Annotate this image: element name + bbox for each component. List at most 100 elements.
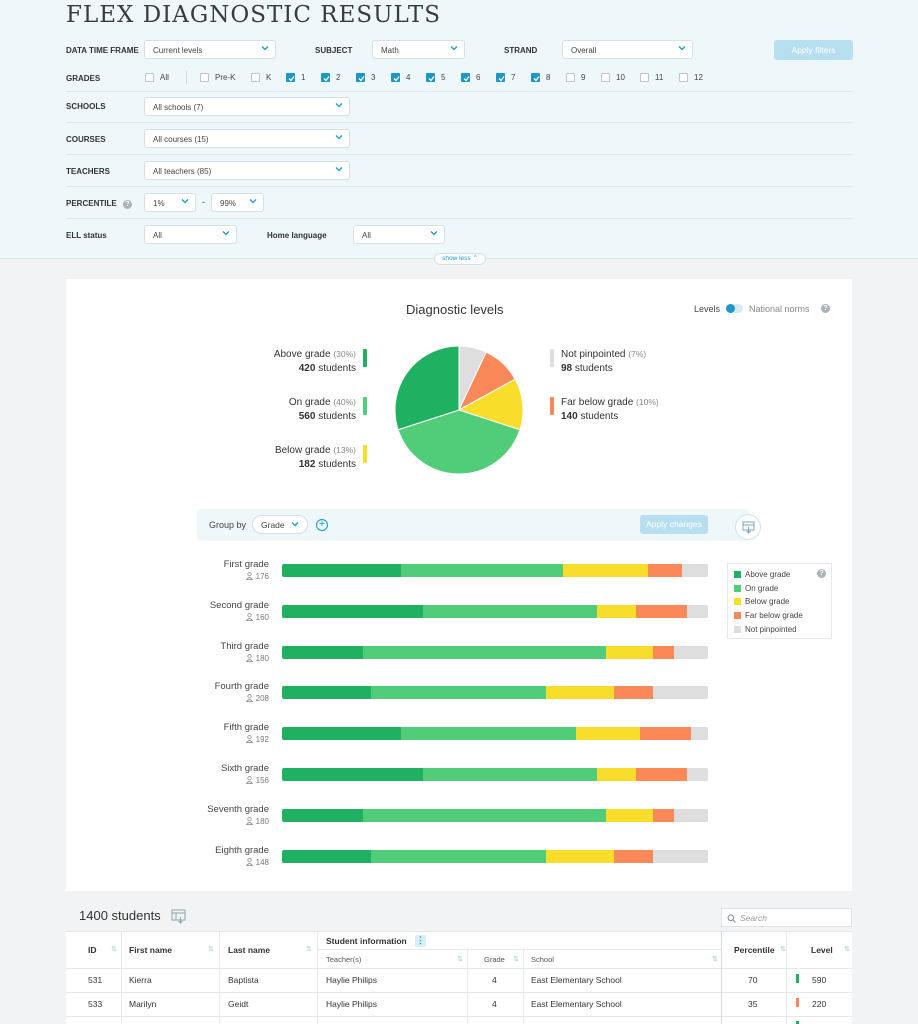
courses-select[interactable]: All courses (15) — [144, 129, 350, 148]
level-header[interactable]: Level — [811, 945, 833, 955]
bar-segment-on-grade[interactable] — [422, 768, 598, 781]
bar-segment-far-below-grade[interactable] — [635, 768, 687, 781]
grade-header[interactable]: Grade — [484, 955, 505, 964]
bar-segment-not-pinpointed[interactable] — [686, 768, 708, 781]
help-icon[interactable]: ? — [122, 200, 132, 209]
cell-level: 220 — [812, 999, 827, 1009]
bar-segment-not-pinpointed[interactable] — [652, 849, 708, 863]
bar-segment-on-grade[interactable] — [362, 808, 606, 822]
bar-segment-on-grade[interactable] — [362, 645, 606, 659]
national-norms-toggle-label[interactable]: National norms — [749, 304, 810, 314]
bar-segment-below-grade[interactable] — [563, 564, 649, 577]
bar-segment-not-pinpointed[interactable] — [690, 727, 708, 741]
bar-segment-not-pinpointed[interactable] — [673, 645, 708, 659]
bar-segment-not-pinpointed[interactable] — [686, 604, 708, 618]
bar-segment-not-pinpointed[interactable] — [652, 686, 708, 700]
sort-icon[interactable]: ⇅ — [844, 946, 850, 953]
bar-segment-far-below-grade[interactable] — [639, 727, 691, 741]
bar-segment-below-grade[interactable] — [575, 727, 640, 741]
sort-icon[interactable]: ⇅ — [780, 946, 786, 953]
bar-segment-below-grade[interactable] — [597, 604, 636, 618]
ell-status-select[interactable]: All — [144, 225, 237, 244]
bar-segment-below-grade[interactable] — [546, 849, 615, 863]
legend-swatch — [734, 571, 741, 578]
apply-filters-button[interactable]: Apply filters — [774, 40, 853, 60]
stacked-bar-first-grade[interactable] — [282, 564, 708, 577]
pie-slice-on-grade[interactable] — [397, 409, 521, 475]
help-icon[interactable]: ? — [821, 304, 830, 313]
strand-select[interactable]: Overall — [562, 40, 693, 59]
home-language-select[interactable]: All — [353, 225, 445, 244]
help-icon[interactable]: ? — [817, 569, 826, 578]
export-table-icon[interactable] — [171, 909, 187, 924]
more-options-icon[interactable]: ⋮ — [415, 935, 426, 947]
group-by-select[interactable]: Grade — [252, 515, 308, 534]
stacked-bar-eighth-grade[interactable] — [282, 849, 708, 863]
levels-norms-toggle[interactable] — [726, 304, 743, 313]
pie-slice-above-grade[interactable] — [394, 345, 460, 431]
bar-segment-on-grade[interactable] — [371, 849, 547, 863]
bar-segment-below-grade[interactable] — [597, 768, 636, 781]
bar-segment-far-below-grade[interactable] — [635, 604, 687, 618]
sort-icon[interactable]: ⇅ — [712, 956, 718, 963]
stacked-bar-fifth-grade[interactable] — [282, 727, 708, 741]
bar-segment-not-pinpointed[interactable] — [673, 808, 708, 822]
checkbox-checked-icon — [496, 73, 505, 82]
subject-select[interactable]: Math — [372, 40, 465, 59]
bar-segment-on-grade[interactable] — [422, 604, 598, 618]
percentile-to-select[interactable]: 99% — [211, 193, 264, 212]
bar-segment-above-grade[interactable] — [282, 768, 423, 781]
bar-segment-above-grade[interactable] — [282, 849, 372, 863]
bar-student-count: 160 — [159, 613, 269, 622]
sort-icon[interactable]: ⇅ — [306, 946, 312, 953]
export-chart-button[interactable] — [735, 514, 761, 540]
sort-icon[interactable]: ⇅ — [208, 946, 214, 953]
teachers-header[interactable]: Teacher(s) — [326, 955, 362, 964]
bar-segment-below-grade[interactable] — [605, 645, 653, 659]
bar-segment-on-grade[interactable] — [401, 727, 576, 741]
stacked-bar-sixth-grade[interactable] — [282, 768, 708, 781]
sort-icon[interactable]: ⇅ — [111, 946, 117, 953]
bar-segment-on-grade[interactable] — [371, 686, 547, 700]
cell-first: Kierra — [129, 975, 152, 985]
bar-segment-above-grade[interactable] — [282, 645, 363, 659]
bar-segment-on-grade[interactable] — [401, 564, 564, 577]
bar-segment-not-pinpointed[interactable] — [682, 564, 708, 577]
data-time-frame-select[interactable]: Current levels — [144, 40, 276, 59]
stacked-bar-seventh-grade[interactable] — [282, 808, 708, 822]
bar-segment-far-below-grade[interactable] — [652, 808, 674, 822]
last-name-header[interactable]: Last name — [228, 945, 271, 955]
stacked-bar-third-grade[interactable] — [282, 645, 708, 659]
show-less-button[interactable]: show less ⌃ — [434, 253, 486, 265]
bar-segment-far-below-grade[interactable] — [652, 645, 674, 659]
bar-segment-above-grade[interactable] — [282, 564, 402, 577]
sort-icon[interactable]: ⇅ — [513, 956, 519, 963]
bar-segment-below-grade[interactable] — [546, 686, 615, 700]
bar-segment-far-below-grade[interactable] — [614, 686, 653, 700]
teachers-select[interactable]: All teachers (85) — [144, 161, 350, 180]
levels-toggle-label[interactable]: Levels — [694, 304, 721, 314]
search-input[interactable]: Search — [721, 908, 852, 927]
stacked-bar-second-grade[interactable] — [282, 604, 708, 618]
bar-segment-above-grade[interactable] — [282, 686, 372, 700]
percentile-header[interactable]: Percentile — [734, 945, 775, 955]
bar-segment-above-grade[interactable] — [282, 808, 363, 822]
percentile-from-select[interactable]: 1% — [144, 193, 196, 212]
id-header[interactable]: ID — [88, 945, 97, 955]
grade-checkbox-label: Pre-K — [215, 73, 236, 82]
bar-segment-above-grade[interactable] — [282, 604, 423, 618]
bar-segment-above-grade[interactable] — [282, 727, 402, 741]
bar-segment-far-below-grade[interactable] — [614, 849, 653, 863]
cell-last: Baptista — [228, 975, 259, 985]
schools-select[interactable]: All schools (7) — [144, 97, 350, 116]
bar-segment-below-grade[interactable] — [605, 808, 653, 822]
first-name-header[interactable]: First name — [129, 945, 172, 955]
bar-segment-far-below-grade[interactable] — [648, 564, 683, 577]
checkbox-unchecked-icon — [601, 73, 610, 82]
apply-changes-button[interactable]: Apply changes — [640, 515, 708, 534]
stacked-bar-fourth-grade[interactable] — [282, 686, 708, 700]
level-percent: (13%) — [333, 445, 356, 455]
add-group-icon[interactable]: + — [316, 519, 328, 531]
sort-icon[interactable]: ⇅ — [457, 956, 463, 963]
school-header[interactable]: School — [531, 955, 554, 964]
